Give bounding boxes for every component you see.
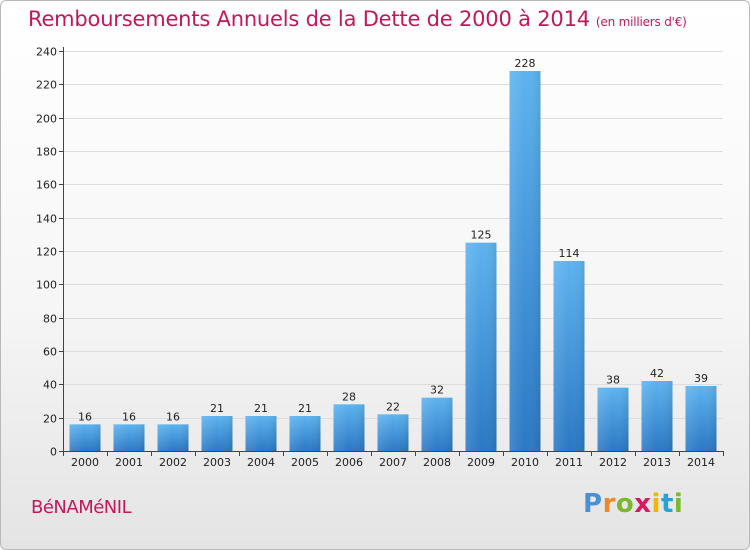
y-tick-label: 80	[43, 313, 57, 326]
x-tick-label: 2003	[203, 456, 231, 469]
logo-letter: i	[673, 489, 684, 519]
bar-shade	[509, 71, 541, 451]
bar-value-label: 32	[430, 384, 444, 397]
x-tick-label: 2013	[643, 456, 671, 469]
bar-value-label: 114	[559, 247, 580, 260]
x-tick-label: 2000	[71, 456, 99, 469]
y-tick-label: 120	[36, 246, 57, 259]
x-tick-label: 2001	[115, 456, 143, 469]
bar-shade	[157, 424, 189, 451]
bar-shade	[553, 261, 585, 451]
y-tick-label: 100	[36, 279, 57, 292]
logo-letter: t	[660, 489, 674, 519]
y-tick-label: 140	[36, 213, 57, 226]
x-tick-label: 2009	[467, 456, 495, 469]
y-tick-label: 20	[43, 413, 57, 426]
logo-letter: i	[651, 489, 661, 519]
logo-letter: r	[602, 489, 616, 519]
y-tick-label: 220	[36, 79, 57, 92]
x-tick-label: 2006	[335, 456, 363, 469]
bar-value-label: 16	[122, 410, 136, 423]
bar-value-label: 21	[254, 402, 268, 415]
bar-value-label: 39	[694, 372, 708, 385]
bar-value-label: 38	[606, 374, 620, 387]
logo-letter: P	[583, 489, 603, 519]
bar-value-label: 16	[166, 410, 180, 423]
x-tick-label: 2008	[423, 456, 451, 469]
bar-shade	[333, 404, 365, 451]
bar-shade	[597, 387, 629, 451]
bar-shade	[289, 416, 321, 451]
bar-value-label: 228	[515, 57, 536, 70]
bar-shade	[421, 397, 453, 451]
chart-title-unit: (en milliers d'€)	[595, 15, 687, 29]
labels: 0 20 40 60 80 100 120 140 160 180 200 220 240 16 2000 1…	[36, 46, 715, 470]
chart-title-main: Remboursements Annuels de la Dette de 20…	[28, 7, 590, 31]
bar-shade	[113, 424, 145, 451]
bar-shade	[685, 386, 717, 451]
y-tick-label: 180	[36, 146, 57, 159]
x-tick-label: 2011	[555, 456, 583, 469]
bars	[69, 71, 717, 451]
chart-title: Remboursements Annuels de la Dette de 20…	[28, 7, 687, 31]
y-tick-label: 0	[50, 446, 57, 459]
bar-value-label: 125	[471, 229, 492, 242]
x-tick-label: 2007	[379, 456, 407, 469]
bar-value-label: 21	[298, 402, 312, 415]
town-name: BéNAMéNIL	[31, 497, 132, 518]
bar-shade	[201, 416, 233, 451]
proxiti-logo[interactable]: Proxiti	[583, 489, 683, 519]
y-tick-label: 160	[36, 179, 57, 192]
x-tick-label: 2014	[687, 456, 715, 469]
x-tick-label: 2012	[599, 456, 627, 469]
y-tick-label: 60	[43, 346, 57, 359]
bar-shade	[465, 242, 497, 451]
y-tick-label: 40	[43, 379, 57, 392]
bar-value-label: 42	[650, 367, 664, 380]
bar-shade	[641, 381, 673, 451]
x-tick-label: 2002	[159, 456, 187, 469]
x-tick-label: 2010	[511, 456, 539, 469]
bar-value-label: 21	[210, 402, 224, 415]
bar-value-label: 16	[78, 410, 92, 423]
x-tick-label: 2005	[291, 456, 319, 469]
bar-value-label: 22	[386, 400, 400, 413]
bar-value-label: 28	[342, 390, 356, 403]
x-tick-label: 2004	[247, 456, 275, 469]
bar-shade	[377, 414, 409, 451]
bar-shade	[245, 416, 277, 451]
logo-letter: x	[634, 489, 652, 519]
axes	[59, 47, 724, 456]
bar-shade	[69, 424, 101, 451]
logo-letter: o	[615, 489, 635, 519]
y-tick-label: 200	[36, 113, 57, 126]
y-tick-label: 240	[36, 46, 57, 59]
